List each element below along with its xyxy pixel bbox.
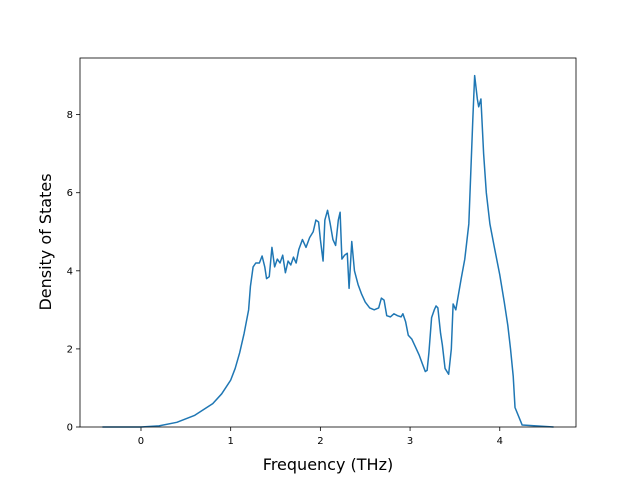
y-tick-label: 8 <box>67 110 73 121</box>
y-tick-label: 4 <box>67 266 73 277</box>
plot-frame <box>79 57 577 428</box>
x-tick-label: 0 <box>138 436 144 447</box>
line-series <box>102 74 554 428</box>
x-tick-label: 2 <box>317 436 323 447</box>
y-axis-label: Density of States <box>36 173 55 310</box>
y-tick-label: 2 <box>67 344 73 355</box>
x-tick-label: 1 <box>227 436 233 447</box>
x-tick-label: 3 <box>407 436 413 447</box>
x-tick-label: 4 <box>497 436 503 447</box>
y-tick-label: 6 <box>67 188 73 199</box>
y-tick-label: 0 <box>67 423 73 434</box>
x-axis-label: Frequency (THz) <box>263 455 393 474</box>
